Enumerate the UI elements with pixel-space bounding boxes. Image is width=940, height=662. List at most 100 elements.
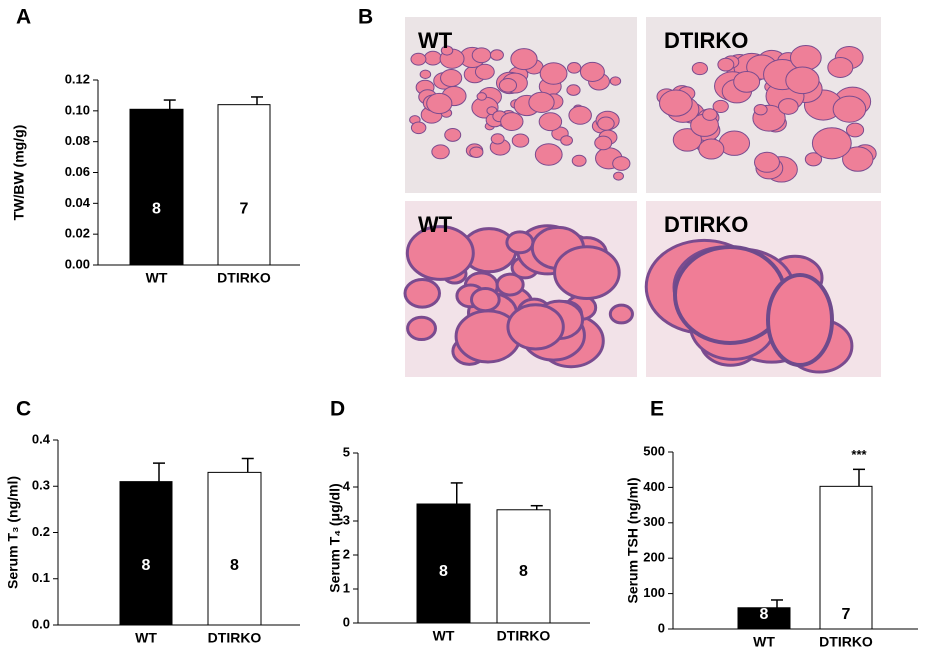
y-tick-label: 0.0 (32, 616, 50, 631)
follicle (506, 303, 565, 351)
bar (819, 485, 873, 630)
follicle (702, 108, 718, 121)
follicle (658, 89, 693, 117)
follicle (419, 69, 432, 80)
follicle (471, 47, 492, 64)
follicle (789, 45, 822, 71)
bar (496, 509, 551, 624)
y-tick-label: 200 (643, 550, 665, 565)
follicle (474, 63, 495, 80)
follicle (811, 127, 852, 160)
y-tick-label: 100 (643, 585, 665, 600)
follicle (845, 122, 865, 138)
bar (207, 471, 262, 626)
y-tick-label: 0.12 (65, 71, 90, 86)
follicle (406, 315, 437, 342)
follicle (476, 92, 487, 101)
n-label: 8 (142, 557, 151, 574)
y-tick-label: 500 (643, 443, 665, 458)
y-tick-label: 0.00 (65, 256, 90, 271)
y-tick-label: 0 (343, 614, 350, 629)
n-label: 8 (439, 563, 448, 580)
n-label: 8 (152, 201, 161, 218)
n-label: 8 (230, 557, 239, 574)
follicle (712, 99, 729, 114)
panel-letter: C (16, 398, 31, 421)
y-axis-title: TW/BW (mg/g) (11, 125, 27, 221)
follicle (405, 225, 475, 281)
follicle (594, 135, 613, 151)
follicle (698, 138, 725, 160)
follicle (534, 143, 563, 166)
follicle (609, 76, 622, 86)
x-tick-label: WT (753, 634, 775, 650)
follicle (490, 133, 505, 145)
follicle (597, 116, 615, 131)
bar (129, 108, 184, 266)
follicle (827, 56, 854, 78)
y-tick-label: 2 (343, 546, 350, 561)
y-tick-label: 0.04 (65, 195, 91, 210)
follicle (754, 151, 780, 173)
panel-letter: D (330, 398, 345, 421)
follicle (410, 121, 427, 135)
bar (416, 503, 471, 624)
significance: *** (851, 447, 867, 462)
y-tick-label: 400 (643, 479, 665, 494)
follicle (566, 84, 581, 96)
y-tick-label: 5 (343, 444, 350, 459)
y-tick-label: 0.3 (32, 478, 50, 493)
follicle (528, 91, 555, 114)
follicle (431, 144, 450, 160)
n-label: 8 (519, 563, 528, 580)
x-tick-label: DTIRKO (819, 634, 873, 650)
follicle (423, 50, 442, 66)
histology-panels (403, 17, 881, 377)
follicle (567, 62, 582, 74)
follicle (495, 272, 525, 297)
follicle (510, 48, 538, 71)
follicle (469, 146, 484, 158)
follicle (560, 135, 573, 146)
x-tick-label: WT (433, 628, 455, 644)
y-axis-title: Serum TSH (ng/ml) (625, 477, 641, 603)
y-tick-label: 0.10 (65, 102, 90, 117)
follicle (469, 287, 501, 313)
follicle (579, 61, 605, 82)
x-tick-label: DTIRKO (497, 628, 551, 644)
follicle (511, 133, 530, 148)
follicle (753, 103, 768, 116)
y-tick-label: 0 (658, 620, 665, 635)
follicle (717, 57, 735, 72)
follicle (612, 156, 631, 171)
follicle (440, 69, 463, 88)
y-tick-label: 3 (343, 512, 350, 527)
follicle (568, 105, 592, 125)
y-tick-label: 0.1 (32, 570, 50, 585)
follicle (842, 146, 874, 172)
follicle (785, 66, 820, 95)
y-axis-title: Serum T₄ (μg/dl) (327, 483, 343, 592)
follicle (403, 278, 441, 309)
x-tick-label: DTIRKO (208, 630, 262, 646)
bar (737, 607, 791, 630)
n-label: 7 (842, 606, 851, 623)
x-tick-label: WT (146, 270, 168, 286)
panel-letter: B (358, 6, 373, 29)
follicle (410, 52, 427, 66)
follicle (444, 128, 462, 142)
n-label: 8 (760, 606, 769, 623)
y-tick-label: 300 (643, 514, 665, 529)
follicle (440, 45, 454, 56)
n-label: 7 (240, 201, 249, 218)
follicle (691, 61, 709, 76)
y-tick-label: 1 (343, 580, 350, 595)
x-tick-label: DTIRKO (217, 270, 271, 286)
bar (119, 481, 173, 626)
follicle (672, 128, 702, 152)
y-tick-label: 4 (343, 478, 351, 493)
follicle (553, 245, 621, 300)
follicle (500, 112, 524, 131)
panel-letter: A (16, 6, 31, 29)
